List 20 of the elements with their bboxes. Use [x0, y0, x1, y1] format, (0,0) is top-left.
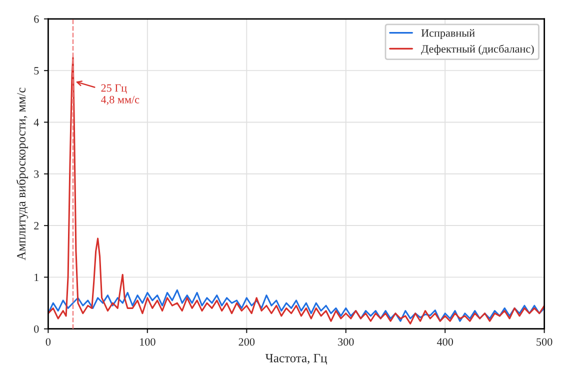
y-tick-label: 6 — [34, 15, 39, 23]
x-tick-label: 300 — [338, 338, 354, 346]
line-series — [48, 289, 544, 322]
x-tick-label: 400 — [436, 338, 454, 346]
x-tick-label: 500 — [536, 338, 552, 346]
y-tick-label: 1 — [34, 274, 38, 282]
legend-label: Дефектный (дисбаланс) — [421, 44, 534, 55]
x-tick-label: 0 — [46, 338, 51, 346]
x-tick-label: 100 — [140, 338, 156, 346]
y-tick-label: 0 — [34, 325, 39, 333]
y-tick-label: 3 — [34, 170, 39, 178]
line-series — [48, 56, 544, 324]
x-axis-title: Частота, Гц — [265, 354, 327, 365]
y-tick-label: 5 — [34, 67, 39, 75]
legend-label: Исправный — [421, 29, 475, 40]
y-tick-label: 2 — [34, 222, 39, 230]
x-tick-label: 200 — [238, 338, 255, 346]
annotation: 25 Гц 4,8 мм/с — [100, 84, 140, 105]
y-axis-title: Амплитуда виброскорости, мм/с — [16, 88, 28, 260]
y-tick-label: 4 — [34, 118, 39, 126]
